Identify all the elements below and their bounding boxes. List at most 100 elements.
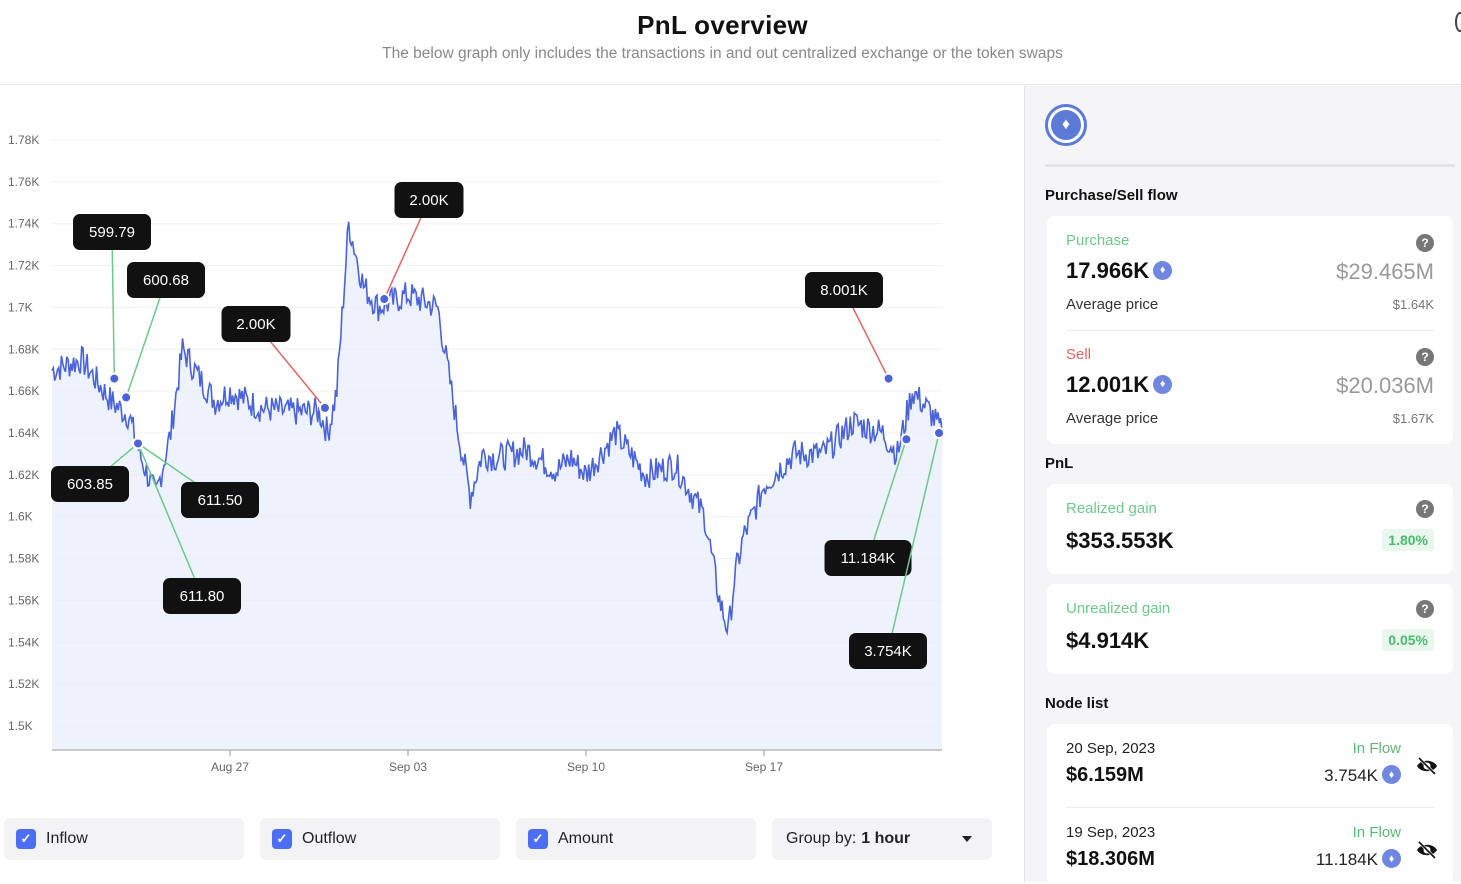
inflow-checkbox[interactable]: ✓: [16, 829, 36, 849]
y-tick-label: 1.78K: [8, 133, 39, 147]
y-tick-label: 1.64K: [8, 426, 39, 440]
area-layer: [51, 221, 943, 750]
eye-off-icon[interactable]: [1415, 838, 1439, 862]
marker-label: 611.50: [198, 492, 243, 509]
x-tick-label: Sep 10: [567, 760, 605, 774]
node-list-title: Node list: [1045, 695, 1109, 712]
marker-label: 2.00K: [409, 192, 448, 209]
marker-label-box: [163, 578, 241, 614]
amount-checkbox[interactable]: ✓: [528, 829, 548, 849]
marker-point: [900, 433, 913, 446]
purchase-amount: 17.966K ♦: [1066, 258, 1173, 284]
amount-label: Amount: [558, 830, 614, 847]
marker-label: 3.754K: [864, 643, 912, 660]
marker-label-box: [824, 540, 912, 576]
outflow-label: Outflow: [302, 830, 357, 847]
marker-label: 603.85: [67, 476, 113, 493]
marker-label-box: [51, 466, 129, 502]
side-panel: ♦ Purchase/Sell flow Purchase ? 17.966K ♦…: [1024, 86, 1461, 884]
marker-label: 11.184K: [841, 550, 896, 567]
unrealized-gain-card: Unrealized gain ? $4.914K 0.05%: [1047, 584, 1453, 674]
marker-connector: [887, 432, 940, 652]
y-tick-label: 1.66K: [8, 384, 39, 398]
marker-point: [318, 401, 331, 414]
node-date: 19 Sep, 2023: [1066, 824, 1156, 841]
divider: [1066, 330, 1434, 331]
y-tick-label: 1.52K: [8, 677, 39, 691]
y-tick-label: 1.56K: [8, 593, 39, 607]
chart-area: 1.78K 1.76K 1.74K 1.72K 1.7K 1.68K 1.66K 1.64K 1…: [0, 86, 1024, 882]
divider: [1066, 807, 1434, 808]
unrealized-pct-badge: 0.05%: [1382, 629, 1434, 651]
page-title: PnL overview: [637, 10, 808, 40]
node-list: 20 Sep, 2023 In Flow $6.159M 3.754K ♦ 19 …: [1047, 724, 1453, 884]
chevron-down-icon: [962, 836, 972, 842]
question-icon[interactable]: ?: [1416, 348, 1434, 366]
outflow-checkbox[interactable]: ✓: [272, 829, 292, 849]
y-tick-label: 1.76K: [8, 175, 39, 189]
marker-label-box: [805, 272, 883, 308]
inflow-toggle[interactable]: ✓ Inflow: [4, 818, 244, 860]
node-amount: $18.306M: [1066, 848, 1155, 870]
marker-point: [120, 391, 133, 404]
page-subtitle: The below graph only includes the transa…: [382, 45, 1063, 62]
eye-off-icon[interactable]: [1415, 754, 1439, 778]
marker-label: 611.80: [180, 588, 225, 605]
node-amount: $6.159M: [1066, 764, 1144, 786]
marker-label-box: [394, 182, 464, 218]
purchase-avg-label: Average price: [1066, 296, 1159, 313]
node-date: 20 Sep, 2023: [1066, 740, 1156, 757]
marker-point: [378, 293, 391, 306]
group-by-select[interactable]: Group by: 1 hour: [772, 818, 992, 860]
purchase-avg-value: $1.64K: [1392, 297, 1434, 312]
ethereum-icon: ♦: [1153, 374, 1173, 394]
marker-label: 600.68: [143, 272, 189, 289]
y-tick-label: 1.62K: [8, 468, 39, 482]
marker-label-box: [73, 214, 151, 250]
marker-label-box: [849, 633, 927, 669]
ethereum-icon: ♦: [1045, 104, 1087, 146]
marker-connector: [867, 439, 908, 559]
inflow-label: Inflow: [46, 830, 88, 847]
sell-avg-value: $1.67K: [1392, 411, 1434, 426]
y-tick-label: 1.7K: [8, 300, 33, 314]
node-tokens: 3.754K ♦: [1324, 765, 1401, 786]
outflow-toggle[interactable]: ✓ Outflow: [260, 818, 500, 860]
unrealized-value: $4.914K: [1066, 628, 1150, 653]
y-tick-label: 1.74K: [8, 217, 39, 231]
amount-toggle[interactable]: ✓ Amount: [516, 818, 756, 860]
marker-connector: [111, 231, 116, 379]
purchase-sell-title: Purchase/Sell flow: [1045, 187, 1178, 204]
purchase-usd: $29.465M: [1336, 259, 1434, 284]
pnl-title: PnL: [1045, 455, 1074, 472]
realized-label: Realized gain: [1066, 500, 1157, 517]
question-icon[interactable]: ?: [1416, 500, 1434, 518]
y-tick-label: 1.54K: [8, 635, 39, 649]
realized-gain-card: Realized gain ? $353.553K 1.80%: [1047, 484, 1453, 574]
pnl-chart: 1.78K 1.76K 1.74K 1.72K 1.7K 1.68K 1.66K 1.64K 1…: [8, 133, 946, 774]
y-tick-label: 1.6K: [8, 510, 33, 524]
ethereum-icon: ♦: [1153, 260, 1173, 280]
ethereum-icon: ♦: [1382, 849, 1401, 869]
page-header: PnL overview The below graph only includ…: [0, 0, 1461, 85]
sell-amount: 12.001K ♦: [1066, 372, 1173, 398]
marker-label: 599.79: [89, 224, 135, 241]
question-icon[interactable]: ?: [1416, 234, 1434, 252]
unrealized-label: Unrealized gain: [1066, 600, 1171, 617]
marker-layer: 599.79 600.68 603.85 611.50 611.80 2.00K 2.00K…: [51, 182, 946, 669]
marker-label-box: [127, 262, 205, 298]
sell-label: Sell: [1066, 346, 1092, 363]
marker-label: 8.001K: [820, 282, 868, 299]
sell-avg-label: Average price: [1066, 410, 1159, 427]
node-flow: In Flow: [1352, 740, 1401, 757]
marker-point: [132, 437, 145, 450]
realized-pct-badge: 1.80%: [1382, 529, 1434, 551]
edge-icon[interactable]: [1455, 12, 1461, 32]
question-icon[interactable]: ?: [1416, 600, 1434, 618]
marker-point: [933, 427, 946, 439]
x-tick-label: Sep 17: [745, 760, 783, 774]
realized-value: $353.553K: [1066, 528, 1174, 553]
node-tokens: 11.184K ♦: [1316, 849, 1401, 870]
price-line: [51, 221, 943, 637]
y-tick-label: 1.68K: [8, 342, 39, 356]
